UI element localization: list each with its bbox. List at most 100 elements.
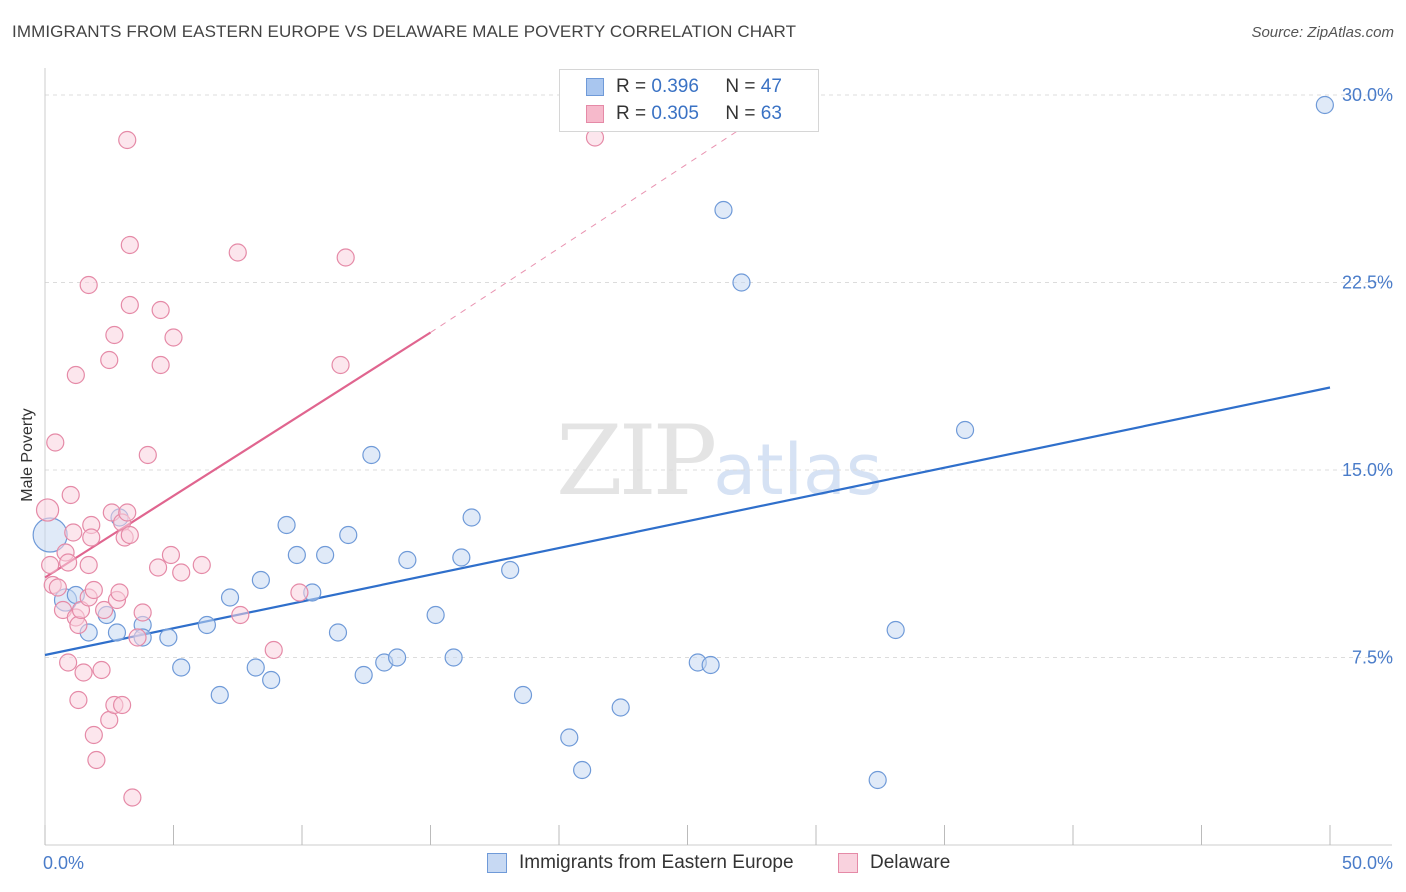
point-immigrants [251, 570, 270, 590]
point-delaware [148, 558, 168, 577]
point-delaware [92, 660, 111, 680]
point-immigrants [868, 770, 887, 790]
legend-r-value: 0.396 [651, 76, 699, 97]
point-delaware [172, 563, 191, 582]
series-swatch-delaware [838, 853, 858, 873]
point-delaware [79, 555, 98, 575]
y-tick-label: 15.0% [1342, 460, 1393, 480]
data-points [32, 95, 1334, 807]
point-immigrants [732, 273, 751, 292]
point-delaware [133, 603, 152, 622]
legend-swatch-delaware [586, 105, 604, 123]
point-delaware [69, 690, 88, 710]
point-immigrants [362, 445, 381, 465]
point-immigrants [172, 658, 191, 677]
point-immigrants [159, 628, 178, 647]
point-immigrants [220, 588, 240, 607]
legend-r-value: 0.305 [651, 103, 699, 124]
x-tick-label: 0.0% [43, 853, 84, 873]
point-delaware [48, 578, 67, 597]
point-delaware [87, 750, 106, 770]
point-delaware [59, 553, 78, 572]
series-legend-delaware[interactable]: Delaware [838, 852, 950, 874]
point-delaware [151, 300, 170, 320]
grid-lines [45, 94, 1392, 658]
point-delaware [95, 600, 114, 620]
point-immigrants [210, 685, 229, 705]
series-legend-immigrants[interactable]: Immigrants from Eastern Europe [487, 852, 794, 874]
point-delaware [74, 663, 93, 682]
y-tick-label: 7.5% [1352, 648, 1393, 668]
point-delaware [110, 583, 129, 602]
y-tick-label: 22.5% [1342, 273, 1393, 293]
point-delaware [331, 355, 350, 375]
point-delaware [105, 325, 124, 345]
legend-n-value: 47 [760, 76, 782, 97]
series-swatch-immigrants [487, 853, 507, 873]
point-delaware [79, 275, 98, 295]
point-immigrants [246, 658, 265, 677]
trend-line-delaware-extension [430, 129, 740, 333]
point-delaware [118, 130, 137, 150]
legend-row-delaware: R = 0.305 N = 63 [586, 102, 782, 126]
point-delaware [290, 583, 309, 602]
series-label-immigrants: Immigrants from Eastern Europe [519, 852, 794, 873]
point-immigrants [573, 760, 592, 780]
point-delaware [164, 328, 183, 347]
point-immigrants [560, 728, 579, 747]
point-delaware [100, 350, 119, 370]
point-immigrants [328, 623, 348, 642]
point-delaware [112, 695, 132, 715]
point-delaware [151, 355, 170, 375]
point-delaware [264, 640, 283, 660]
point-immigrants [1315, 95, 1334, 115]
point-delaware [138, 445, 157, 465]
trend-lines [44, 129, 1331, 657]
chart-title: IMMIGRANTS FROM EASTERN EUROPE VS DELAWA… [12, 22, 797, 41]
point-immigrants [316, 545, 335, 565]
point-immigrants [452, 548, 471, 567]
point-delaware [41, 555, 60, 575]
y-tick-label: 30.0% [1342, 85, 1393, 105]
point-delaware [82, 528, 101, 547]
point-immigrants [197, 615, 217, 635]
series-legend: Immigrants from Eastern Europe Delaware [0, 852, 1406, 878]
legend-r-label: R = [616, 76, 647, 97]
point-delaware [128, 628, 147, 647]
point-immigrants [611, 698, 630, 717]
point-delaware [120, 525, 139, 545]
legend-n-label: N = [725, 76, 756, 97]
tick-labels: 7.5% 15.0% 22.5% 30.0% 0.0% 50.0% [43, 85, 1393, 873]
point-delaware [118, 503, 137, 522]
point-delaware [84, 725, 103, 745]
axes [44, 68, 1392, 846]
point-immigrants [462, 508, 481, 527]
point-immigrants [398, 550, 417, 570]
point-immigrants [444, 648, 463, 667]
point-immigrants [287, 545, 306, 565]
point-delaware [123, 788, 142, 807]
point-delaware [192, 555, 211, 575]
point-delaware [64, 523, 83, 542]
point-delaware [228, 243, 247, 262]
point-immigrants [277, 515, 296, 535]
point-delaware [46, 433, 65, 452]
chart-source: Source: ZipAtlas.com [1251, 24, 1394, 41]
point-immigrants [339, 525, 358, 545]
point-immigrants [701, 655, 720, 675]
point-immigrants [714, 200, 733, 220]
point-delaware [84, 580, 103, 600]
legend-r-label: R = [616, 103, 647, 124]
point-delaware [61, 485, 80, 505]
point-delaware [66, 365, 85, 385]
point-immigrants [426, 605, 445, 625]
legend-n-label: N = [725, 103, 756, 124]
point-delaware [231, 605, 250, 625]
point-delaware [336, 248, 355, 267]
point-delaware [69, 615, 88, 635]
point-delaware [120, 295, 139, 315]
point-delaware [120, 235, 139, 255]
trend-line-immigrants [44, 386, 1331, 657]
point-delaware [59, 653, 78, 672]
